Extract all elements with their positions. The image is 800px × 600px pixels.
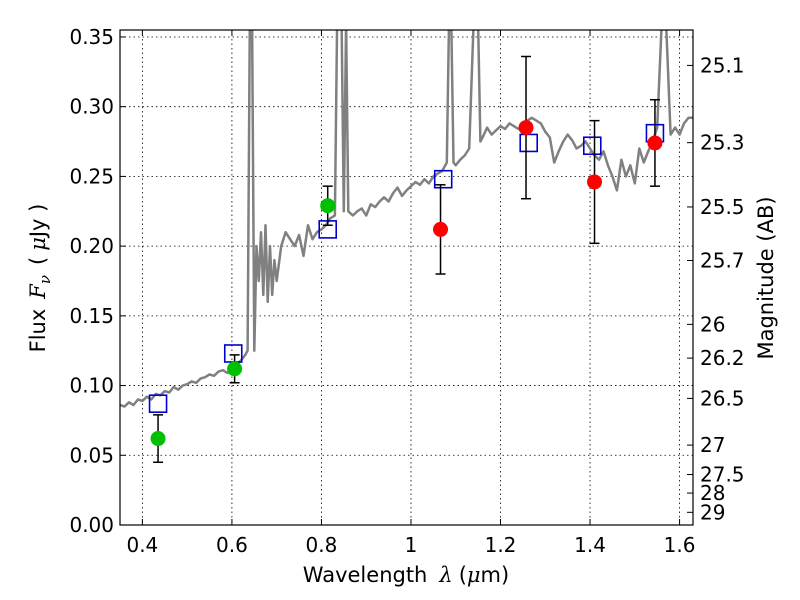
y-tick-label: 0.25 [69, 164, 114, 188]
x-axis: 0.4 0.6 0.8 1 1.2 1.4 1.6 [126, 30, 695, 557]
y-tick-label: 0.30 [69, 95, 114, 119]
y2-tick-label: 29 [700, 500, 725, 524]
y2-tick-label: 26 [700, 312, 725, 336]
model-square [519, 133, 539, 153]
model-square [433, 169, 453, 189]
x-tick-label: 1 [405, 533, 418, 557]
data-point [433, 221, 449, 237]
x-tick-label: 1.2 [485, 533, 517, 557]
y2-tick-label: 25.7 [700, 248, 745, 272]
data-point [227, 361, 243, 377]
x-tick-label: 0.4 [126, 533, 158, 557]
y-tick-label: 0.20 [69, 234, 114, 258]
x-tick-label: 1.4 [574, 533, 606, 557]
plot-frame [119, 29, 694, 526]
data-point [647, 135, 663, 151]
y2-tick-label: 26.2 [700, 346, 745, 370]
x-axis-title: Wavelength λ (μm) [303, 563, 509, 587]
grid [120, 30, 693, 526]
y2-tick-label: 27 [700, 433, 725, 457]
y-tick-label: 0.00 [69, 513, 114, 537]
y2-tick-label: 27.5 [700, 463, 745, 487]
spectrum-line [120, 30, 693, 408]
spectrum-layer [120, 30, 693, 408]
y-tick-label: 0.15 [69, 304, 114, 328]
y-axis: 0.00 0.05 0.10 0.15 0.20 0.25 0.30 0.35 [69, 25, 126, 537]
y-tick-label: 0.10 [69, 374, 114, 398]
model-square [223, 344, 243, 363]
y-tick-label: 0.05 [69, 443, 114, 467]
data-point [518, 120, 534, 136]
y2-tick-label: 28 [700, 481, 725, 505]
y2-tick-label: 25.3 [700, 131, 745, 155]
data-point [320, 198, 336, 214]
y2-tick-label: 25.5 [700, 195, 745, 219]
y-tick-label: 0.35 [69, 25, 114, 49]
x-tick-label: 0.8 [306, 533, 338, 557]
y2-tick-label: 26.5 [700, 386, 745, 410]
y2-tick-label: 25.1 [700, 53, 745, 77]
x-tick-label: 1.6 [664, 533, 696, 557]
model-square [582, 136, 602, 156]
y-axis-title: FluxFν(μJy ) [26, 204, 54, 353]
x-tick-label: 0.6 [216, 533, 248, 557]
data-point [587, 174, 603, 190]
y2-axis-title: Magnitude (AB) [754, 196, 778, 359]
data-point [150, 431, 166, 447]
model-square [148, 394, 168, 413]
points-layer [148, 55, 665, 464]
